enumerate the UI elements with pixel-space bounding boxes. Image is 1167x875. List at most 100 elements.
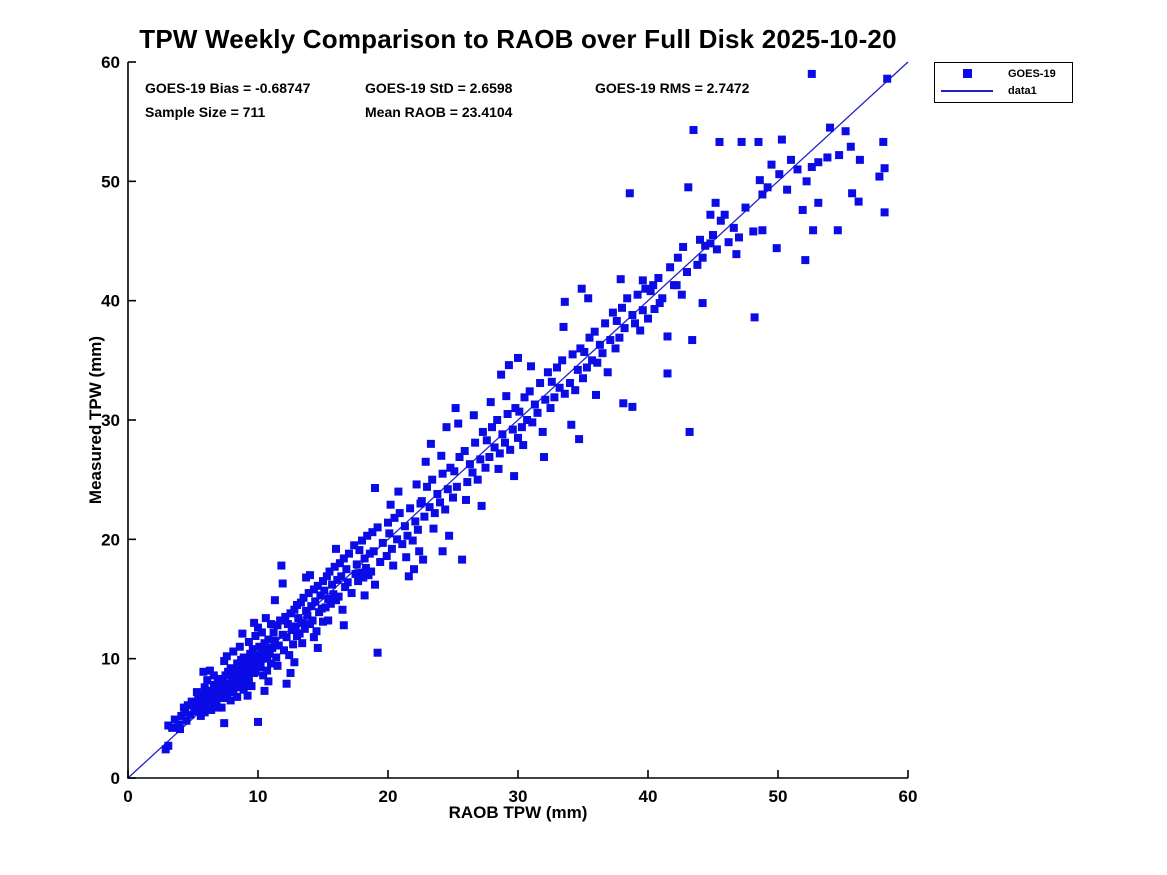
scatter-point: [494, 464, 503, 473]
scatter-point: [217, 703, 226, 712]
scatter-point: [325, 567, 334, 576]
scatter-point: [698, 299, 707, 308]
scatter-point: [729, 223, 738, 232]
scatter-point: [584, 294, 593, 303]
scatter-point: [371, 580, 379, 589]
scatter-point: [308, 616, 317, 625]
scatter-point: [368, 528, 377, 537]
y-tick-label: 60: [101, 53, 120, 72]
scatter-point: [421, 457, 430, 466]
scatter-point: [503, 410, 512, 419]
scatter-point: [525, 387, 534, 396]
scatter-point: [273, 661, 282, 670]
scatter-point: [777, 135, 786, 144]
scatter-point: [883, 74, 892, 83]
scatter-point: [573, 365, 582, 374]
y-tick-label: 20: [101, 530, 120, 549]
stat-bias: GOES-19 Bias = -0.68747: [145, 80, 311, 96]
scatter-point: [412, 480, 421, 489]
scatter-point: [478, 427, 487, 436]
scatter-point: [715, 137, 724, 146]
scatter-point: [463, 478, 472, 487]
scatter-point: [538, 427, 547, 436]
scatter-point: [528, 418, 537, 427]
scatter-point: [571, 386, 580, 395]
legend-label: data1: [1008, 85, 1037, 98]
scatter-point: [646, 287, 655, 296]
scatter-point: [880, 164, 889, 173]
scatter-point: [684, 183, 693, 192]
scatter-point: [260, 646, 269, 655]
scatter-point: [442, 423, 451, 432]
scatter-point: [267, 620, 275, 629]
scatter-point: [411, 517, 420, 526]
scatter-point: [360, 591, 369, 600]
scatter-point: [848, 189, 857, 198]
scatter-point: [309, 633, 318, 642]
scatter-point: [588, 356, 597, 365]
scatter-point: [359, 573, 368, 582]
scatter-point: [264, 677, 273, 686]
scatter-point: [618, 303, 626, 312]
scatter-point: [247, 655, 256, 664]
scatter-point: [339, 621, 348, 630]
scatter-point: [192, 688, 201, 697]
scatter-point: [716, 216, 725, 225]
scatter-point: [482, 436, 491, 445]
scatter-point: [220, 719, 229, 728]
scatter-point: [433, 489, 442, 498]
scatter-point: [775, 170, 784, 179]
scatter-point: [814, 198, 823, 207]
scatter-point: [706, 239, 715, 248]
scatter-point: [351, 569, 360, 578]
scatter-point: [755, 176, 764, 185]
scatter-point: [835, 151, 844, 160]
stat-std: GOES-19 StD = 2.6598: [365, 80, 513, 96]
scatter-point: [369, 547, 378, 556]
scatter-point: [270, 596, 279, 605]
scatter-point: [378, 538, 387, 547]
scatter-point: [244, 674, 253, 683]
scatter-point: [286, 668, 295, 677]
scatter-point: [181, 708, 190, 717]
scatter-point: [268, 643, 277, 652]
scatter-point: [282, 633, 291, 642]
scatter-point: [460, 447, 469, 456]
scatter-point: [415, 547, 424, 556]
scatter-point: [429, 524, 438, 533]
scatter-point: [454, 419, 463, 428]
scatter-point: [313, 581, 322, 590]
scatter-point: [636, 326, 645, 335]
scatter-point: [220, 657, 229, 666]
scatter-point: [231, 676, 240, 685]
scatter-point: [259, 671, 268, 680]
scatter-point: [300, 624, 309, 633]
scatter-point: [593, 358, 602, 367]
scatter-point: [508, 425, 517, 434]
scatter-point: [403, 531, 412, 540]
scatter-point: [567, 420, 576, 429]
scatter-point: [711, 198, 720, 207]
scatter-point: [222, 652, 231, 661]
scatter-point: [558, 356, 567, 365]
scatter-point: [342, 565, 351, 574]
scatter-point: [257, 628, 266, 637]
scatter-point: [295, 629, 304, 638]
scatter-point: [462, 495, 470, 504]
scatter-point: [264, 635, 273, 644]
scatter-point: [413, 525, 422, 534]
scatter-point: [313, 643, 322, 652]
scatter-point: [272, 653, 281, 662]
scatter-point: [495, 449, 504, 458]
scatter-point: [514, 353, 522, 362]
scatter-point: [533, 408, 542, 417]
scatter-point: [693, 260, 702, 269]
scatter-point: [468, 468, 477, 477]
scatter-point: [497, 370, 506, 379]
scatter-point: [290, 605, 299, 614]
scatter-point: [701, 241, 710, 250]
scatter-point: [802, 177, 811, 186]
scatter-point: [540, 452, 548, 461]
scatter-point: [546, 404, 555, 413]
scatter-point: [339, 554, 348, 563]
